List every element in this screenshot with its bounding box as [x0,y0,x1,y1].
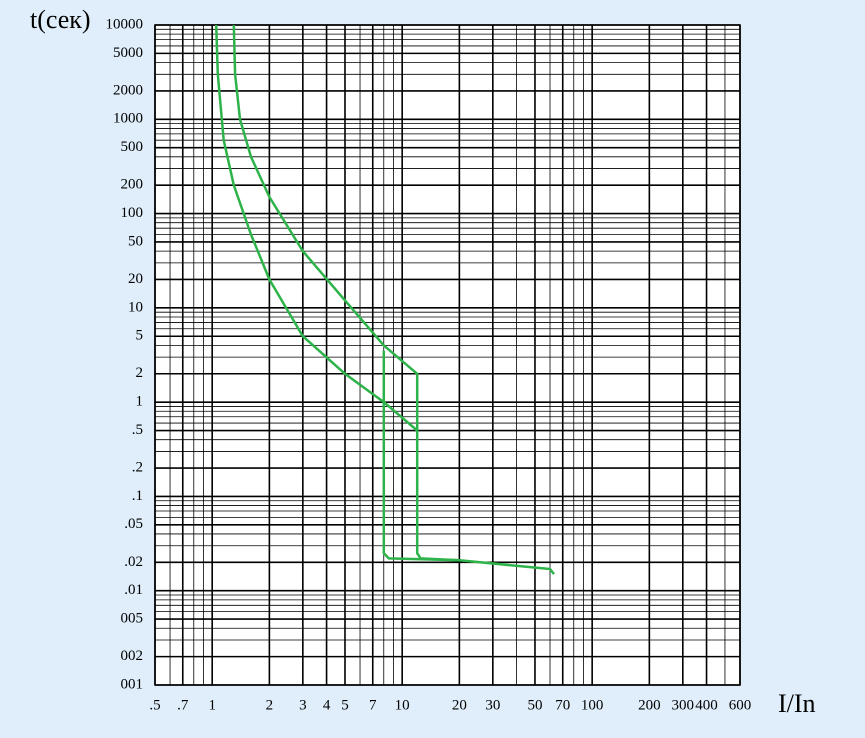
x-tick-label: 400 [695,697,718,713]
x-tick-label: 1 [208,697,216,713]
y-tick-label: .5 [132,422,143,438]
y-tick-label: .2 [132,459,143,475]
x-tick-label: 300 [672,697,695,713]
x-tick-label: 5 [341,697,349,713]
y-tick-label: 5000 [113,45,143,61]
x-tick-label: 20 [452,697,467,713]
x-tick-label: 100 [581,697,604,713]
y-tick-label: 2 [136,365,144,381]
curve [382,350,460,562]
y-tick-label: 20 [128,271,143,287]
x-tick-label: .7 [177,697,189,713]
y-tick-label: 5 [136,328,144,344]
x-tick-label: 2 [266,697,274,713]
y-tick-label: .02 [124,554,143,570]
y-tick-label: 200 [121,177,144,193]
y-tick-label: .05 [124,516,143,532]
curve [214,24,419,432]
y-tick-label: .1 [132,488,143,504]
x-tick-label: 200 [638,697,661,713]
y-tick-label: .01 [124,582,143,598]
y-tick-label: 1000 [113,111,143,127]
y-tick-label: 100 [121,205,144,221]
y-tick-label: 10000 [106,16,144,32]
y-tick-label: 1 [136,394,144,410]
y-tick-label: 50 [128,233,143,249]
x-tick-label: .5 [149,697,160,713]
x-tick-label: 600 [729,697,752,713]
y-tick-label: 2000 [113,82,143,98]
x-axis-label: I/In [778,689,816,718]
x-tick-label: 70 [555,697,570,713]
y-axis-label: t(сек) [30,5,91,34]
plot-area [155,25,740,685]
y-tick-label: 500 [121,139,144,155]
x-tick-label: 30 [485,697,500,713]
y-tick-label: 002 [121,648,144,664]
x-tick-label: 4 [323,697,331,713]
plot-border [154,24,741,686]
x-tick-label: 10 [395,697,410,713]
y-tick-label: 10 [128,299,143,315]
x-tick-label: 50 [527,697,542,713]
y-tick-label: 001 [121,676,144,692]
y-tick-label: 005 [121,611,144,627]
x-tick-label: 7 [369,697,377,713]
x-tick-label: 3 [299,697,307,713]
